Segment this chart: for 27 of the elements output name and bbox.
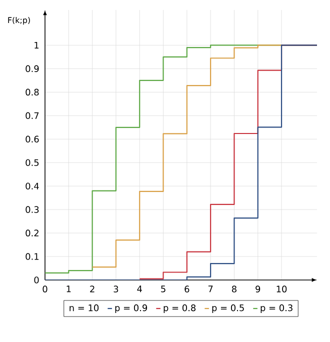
x-tick-label: 4	[137, 286, 142, 292]
x-tick-label: 5	[161, 286, 166, 292]
x-tick-label: 2	[90, 286, 94, 292]
y-tick-label: 0.5	[26, 159, 39, 166]
y-tick-label: 0.9	[26, 65, 39, 72]
legend-title: n = 10	[70, 304, 99, 312]
y-tick-label: 0.2	[26, 230, 38, 236]
x-tick-label: 8	[232, 286, 236, 292]
y-tick-label: 0.7	[26, 112, 39, 120]
x-tick-label: 3	[114, 286, 118, 292]
legend-label: p = 0.8	[164, 304, 196, 313]
legend-label: p = 0.5	[212, 304, 244, 313]
legend-label: p = 0.3	[260, 304, 292, 313]
x-tick-label: 9	[256, 286, 260, 292]
y-tick-label: 1	[34, 42, 39, 48]
x-tick-label: 1	[66, 286, 71, 292]
y-tick-label: 0.1	[26, 253, 39, 260]
x-tick-label: 0	[42, 286, 48, 292]
y-tick-label: 0.6	[26, 136, 39, 143]
x-tick-label: 7	[208, 286, 213, 292]
y-tick-label: 0.8	[26, 88, 39, 96]
x-tick-label: 10	[276, 286, 287, 292]
y-tick-label: 0.4	[26, 182, 39, 190]
y-tick-label: 0	[34, 276, 39, 284]
legend-label: p = 0.9	[115, 304, 148, 313]
y-tick-label: 0.3	[26, 206, 39, 213]
x-tick-label: 6	[184, 286, 190, 292]
